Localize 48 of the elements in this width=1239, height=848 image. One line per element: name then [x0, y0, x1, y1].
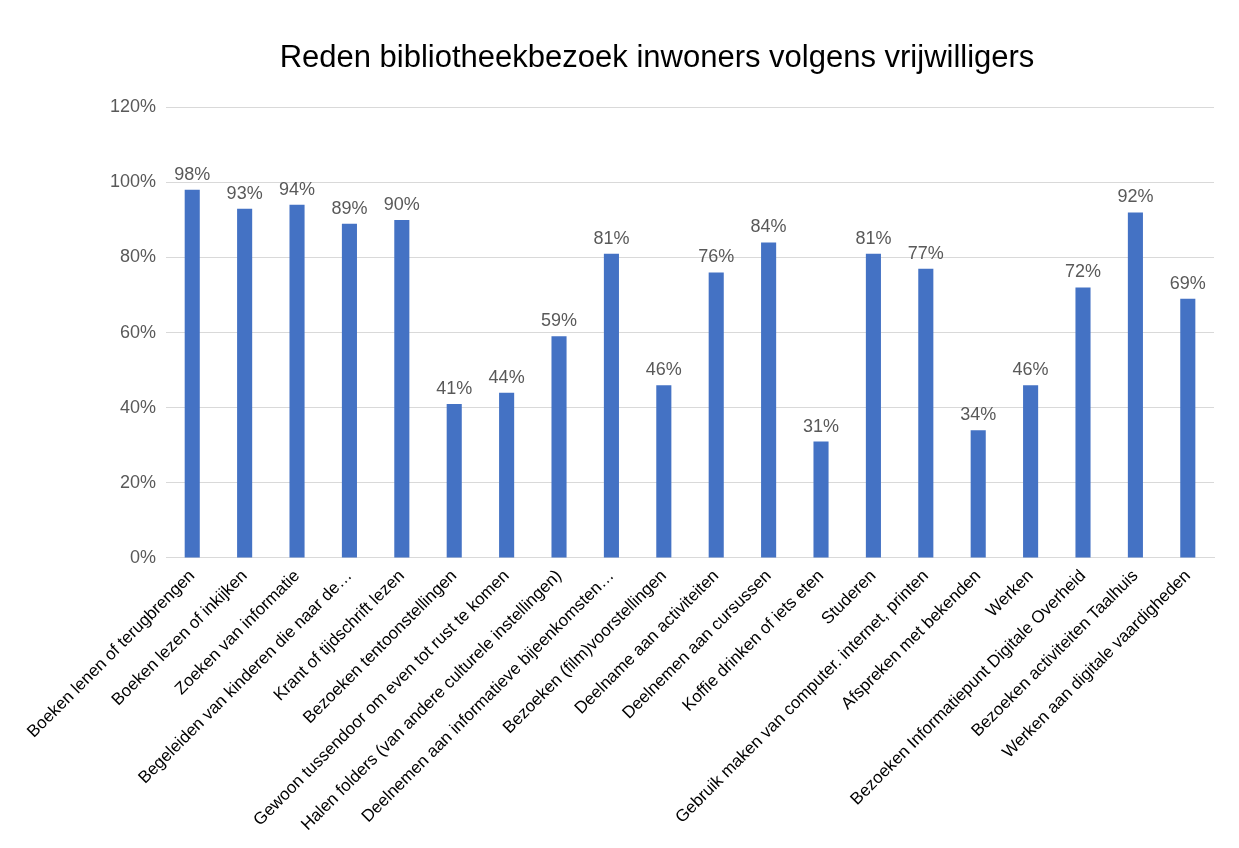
bar — [708, 272, 724, 558]
data-label: 46% — [1012, 359, 1049, 380]
data-label: 69% — [1169, 272, 1206, 293]
data-label: 44% — [488, 366, 525, 387]
data-label: 92% — [1117, 186, 1154, 207]
bar — [1127, 212, 1143, 558]
bar — [656, 385, 672, 558]
bar — [603, 253, 619, 558]
y-tick-label: 120% — [109, 96, 157, 117]
bar — [813, 441, 829, 558]
data-label: 81% — [593, 227, 630, 248]
y-tick-label: 100% — [109, 171, 157, 192]
chart-title: Reden bibliotheekbezoek inwoners volgens vrijwilligers — [279, 39, 1035, 75]
y-tick-label: 60% — [120, 321, 157, 342]
bar — [918, 268, 934, 558]
data-label: 46% — [645, 359, 682, 380]
bar — [184, 189, 200, 558]
bar — [865, 253, 881, 558]
data-label: 76% — [698, 246, 735, 267]
data-label: 90% — [383, 193, 420, 214]
bar — [289, 204, 305, 558]
data-label: 59% — [541, 310, 578, 331]
data-label: 77% — [907, 242, 944, 263]
data-label: 31% — [803, 415, 840, 436]
bar — [341, 223, 357, 558]
bar — [499, 392, 515, 558]
data-label: 98% — [174, 163, 211, 184]
bar — [446, 403, 462, 558]
bar — [970, 430, 986, 558]
bar — [1023, 385, 1039, 558]
data-label: 93% — [226, 182, 263, 203]
bar — [237, 208, 253, 558]
bar — [394, 219, 410, 558]
y-tick-label: 0% — [130, 546, 157, 567]
bar — [1180, 298, 1196, 558]
data-label: 89% — [331, 197, 368, 218]
y-tick-label: 40% — [120, 396, 157, 417]
y-tick-label: 80% — [120, 246, 157, 267]
data-label: 72% — [1064, 261, 1102, 282]
bar — [551, 336, 567, 558]
bar — [761, 242, 777, 558]
y-tick-label: 20% — [120, 471, 157, 492]
data-label: 84% — [750, 216, 787, 237]
data-label: 34% — [960, 404, 997, 425]
data-label: 41% — [436, 377, 473, 398]
data-label: 94% — [279, 178, 316, 199]
bar — [1075, 287, 1091, 558]
data-label: 81% — [855, 227, 892, 248]
